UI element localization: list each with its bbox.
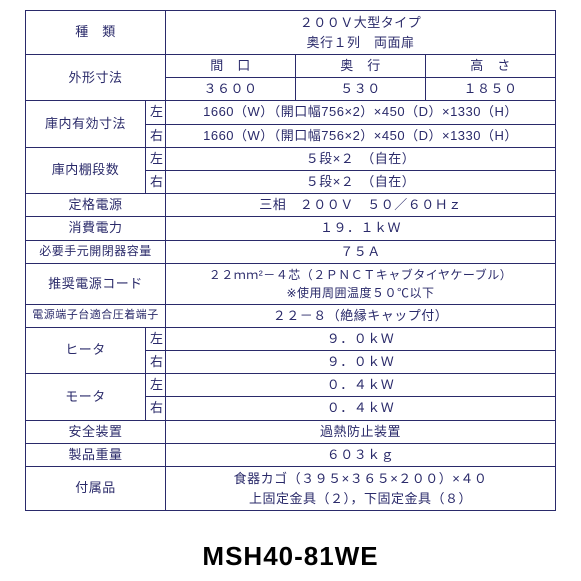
ext-dim-label: 外形寸法 <box>25 55 165 101</box>
cord-label: 推奨電源コード <box>25 263 165 304</box>
ext-dim-value: １８５０ <box>426 78 556 101</box>
table-row: 必要手元開閉器容量 ７５Ａ <box>25 240 555 263</box>
table-row: モータ 左 ０．４ｋＷ <box>25 374 555 397</box>
type-value: ２００Ｖ大型タイプ 奥行１列 両面扉 <box>166 11 556 55</box>
model-number: MSH40-81WE <box>202 541 378 572</box>
table-row: 種 類 ２００Ｖ大型タイプ 奥行１列 両面扉 <box>25 11 555 55</box>
table-row: 外形寸法 間 口 奥 行 高 さ <box>25 55 555 78</box>
table-row: 庫内棚段数 左 ５段×２ （自在） <box>25 147 555 170</box>
table-row: 庫内有効寸法 左 1660（W）（開口幅756×2）×450（D）×1330（H… <box>25 101 555 124</box>
lr-label: 右 <box>145 124 165 147</box>
table-row: 消費電力 １９．１ｋＷ <box>25 217 555 240</box>
lr-label: 右 <box>145 351 165 374</box>
motor-value: ０．４ｋＷ <box>166 397 556 420</box>
int-dim-value: 1660（W）（開口幅756×2）×450（D）×1330（H） <box>166 124 556 147</box>
accessories-value: 食器カゴ（３９５×３６５×２００）×４０ 上固定金具（２），下固定金具（８） <box>166 467 556 511</box>
weight-value: ６０３ｋｇ <box>166 443 556 466</box>
table-row: 推奨電源コード ２２ｍｍ²－４芯（２ＰＮＣＴキャブタイヤケーブル） ※使用周囲温… <box>25 263 555 304</box>
breaker-label: 必要手元開閉器容量 <box>25 240 165 263</box>
table-row: 製品重量 ６０３ｋｇ <box>25 443 555 466</box>
shelves-label: 庫内棚段数 <box>25 147 145 193</box>
lr-label: 左 <box>145 147 165 170</box>
ext-dim-header: 高 さ <box>426 55 556 78</box>
power-rating-label: 定格電源 <box>25 194 165 217</box>
weight-label: 製品重量 <box>25 443 165 466</box>
power-consumption-value: １９．１ｋＷ <box>166 217 556 240</box>
heater-value: ９．０ｋＷ <box>166 351 556 374</box>
lr-label: 右 <box>145 397 165 420</box>
lr-label: 左 <box>145 101 165 124</box>
heater-label: ヒータ <box>25 327 145 373</box>
table-row: 安全装置 過熱防止装置 <box>25 420 555 443</box>
motor-label: モータ <box>25 374 145 420</box>
accessories-label: 付属品 <box>25 467 165 511</box>
safety-label: 安全装置 <box>25 420 165 443</box>
type-label: 種 類 <box>25 11 165 55</box>
ext-dim-header: 間 口 <box>166 55 296 78</box>
shelves-value: ５段×２ （自在） <box>166 170 556 193</box>
power-rating-value: 三相 ２００Ｖ ５０／６０Ｈｚ <box>166 194 556 217</box>
terminal-label: 電源端子台適合圧着端子 <box>25 304 165 327</box>
breaker-value: ７５Ａ <box>166 240 556 263</box>
table-row: ヒータ 左 ９．０ｋＷ <box>25 327 555 350</box>
table-row: 定格電源 三相 ２００Ｖ ５０／６０Ｈｚ <box>25 194 555 217</box>
lr-label: 右 <box>145 170 165 193</box>
int-dim-label: 庫内有効寸法 <box>25 101 145 147</box>
lr-label: 左 <box>145 327 165 350</box>
cord-value: ２２ｍｍ²－４芯（２ＰＮＣＴキャブタイヤケーブル） ※使用周囲温度５０℃以下 <box>166 263 556 304</box>
ext-dim-header: 奥 行 <box>296 55 426 78</box>
power-consumption-label: 消費電力 <box>25 217 165 240</box>
spec-table: 種 類 ２００Ｖ大型タイプ 奥行１列 両面扉 外形寸法 間 口 奥 行 高 さ … <box>25 10 556 511</box>
shelves-value: ５段×２ （自在） <box>166 147 556 170</box>
int-dim-value: 1660（W）（開口幅756×2）×450（D）×1330（H） <box>166 101 556 124</box>
ext-dim-value: ３６００ <box>166 78 296 101</box>
safety-value: 過熱防止装置 <box>166 420 556 443</box>
table-row: 電源端子台適合圧着端子 ２２－８（絶縁キャップ付） <box>25 304 555 327</box>
heater-value: ９．０ｋＷ <box>166 327 556 350</box>
terminal-value: ２２－８（絶縁キャップ付） <box>166 304 556 327</box>
lr-label: 左 <box>145 374 165 397</box>
table-row: 付属品 食器カゴ（３９５×３６５×２００）×４０ 上固定金具（２），下固定金具（… <box>25 467 555 511</box>
ext-dim-value: ５３０ <box>296 78 426 101</box>
motor-value: ０．４ｋＷ <box>166 374 556 397</box>
